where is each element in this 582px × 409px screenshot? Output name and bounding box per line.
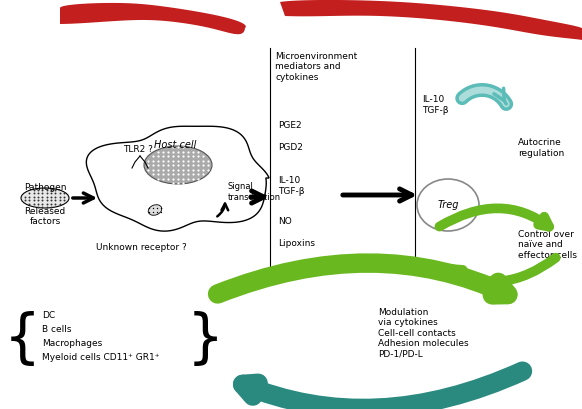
Text: {: {: [3, 312, 41, 369]
Text: }: }: [186, 312, 223, 369]
Text: Unknown receptor ?: Unknown receptor ?: [96, 243, 187, 252]
Ellipse shape: [21, 188, 69, 208]
Text: IL-10
TGF-β: IL-10 TGF-β: [278, 176, 304, 196]
Text: PGD2: PGD2: [278, 144, 303, 153]
Text: Signal
transduction: Signal transduction: [228, 182, 281, 202]
Text: TLR2 ?: TLR2 ?: [123, 146, 153, 155]
Text: Released
factors: Released factors: [24, 207, 66, 227]
Polygon shape: [86, 126, 269, 231]
Text: Treg: Treg: [437, 200, 459, 210]
Text: Pathogen: Pathogen: [24, 183, 66, 192]
Text: B cells: B cells: [42, 324, 72, 333]
Text: IL-10
TGF-β: IL-10 TGF-β: [422, 95, 449, 115]
Text: Autocrine
regulation: Autocrine regulation: [518, 138, 565, 158]
Text: Control over
naïve and
effector cells: Control over naïve and effector cells: [518, 230, 577, 260]
Text: Host cell: Host cell: [154, 140, 196, 150]
Ellipse shape: [417, 179, 479, 231]
Text: Macrophages: Macrophages: [42, 339, 102, 348]
Ellipse shape: [144, 146, 212, 184]
Text: Microenvironment
mediators and
cytokines: Microenvironment mediators and cytokines: [275, 52, 357, 82]
Text: Lipoxins: Lipoxins: [278, 240, 315, 249]
Polygon shape: [280, 0, 582, 40]
Text: PGE2: PGE2: [278, 121, 301, 130]
Text: Modulation
via cytokines
Cell-cell contacts
Adhesion molecules
PD-1/PD-L: Modulation via cytokines Cell-cell conta…: [378, 308, 469, 358]
Ellipse shape: [148, 205, 162, 215]
Polygon shape: [60, 3, 246, 34]
Text: NO: NO: [278, 218, 292, 227]
Text: Myeloid cells CD11⁺ GR1⁺: Myeloid cells CD11⁺ GR1⁺: [42, 353, 159, 362]
Text: DC: DC: [42, 310, 55, 319]
